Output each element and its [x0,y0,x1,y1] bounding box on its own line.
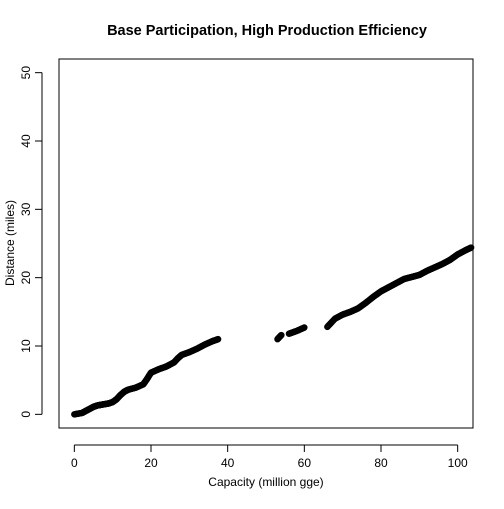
y-tick-label: 30 [19,202,33,216]
y-tick-label: 0 [19,411,33,418]
y-tick-label: 50 [19,66,33,80]
x-tick-label: 0 [71,456,78,470]
x-axis-label: Capacity (million gge) [208,475,323,489]
x-axis: 0 20 40 60 80 100 [71,444,468,470]
y-tick-label: 20 [19,271,33,285]
x-tick-label: 40 [221,456,235,470]
data-points [71,244,475,418]
y-tick-label: 10 [19,339,33,353]
data-point [214,335,222,343]
x-tick-label: 20 [144,456,158,470]
y-axis-label: Distance (miles) [3,200,17,286]
y-tick-label: 40 [19,134,33,148]
data-point [467,244,475,251]
x-tick-label: 80 [374,456,388,470]
chart-title: Base Participation, High Production Effi… [107,23,427,39]
data-point [301,324,308,331]
y-axis: 0 10 20 30 40 50 [19,66,43,418]
data-point [278,331,285,339]
x-tick-label: 100 [448,456,468,470]
plot-frame [58,58,474,429]
x-tick-label: 60 [298,456,312,470]
